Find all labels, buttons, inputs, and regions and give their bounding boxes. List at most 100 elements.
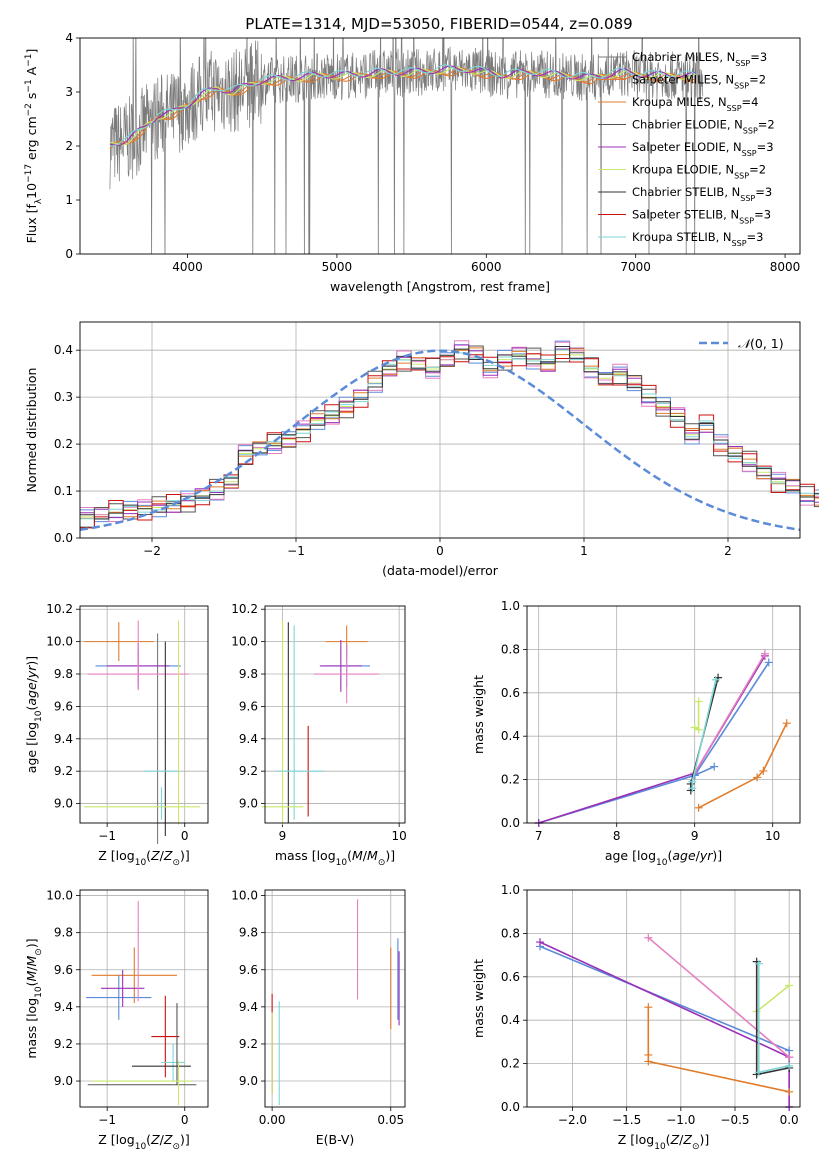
weight-point-marker	[536, 938, 544, 947]
y-tick-label: 9.0	[54, 1074, 73, 1088]
weight-point-marker	[785, 1053, 794, 1062]
x-axis-label: Z [log10(Z/Z⊙)]	[618, 1132, 710, 1152]
massweight_vs_age-marks	[534, 649, 791, 827]
legend-entry: Chabrier ELODIE, NSSP=2	[632, 118, 775, 136]
residuals-panel: −2 −1 0 1 2 0.0 0.1 0.2 0.3 0.4 (data-model)/error…	[24, 321, 819, 578]
x-tick-label: 7	[535, 829, 543, 843]
y-tick-label: 1.0	[501, 883, 520, 897]
x-axis-label: Z [log10(Z/Z⊙)]	[98, 1132, 190, 1152]
legend-entry: Salpeter STELIB, NSSP=3	[632, 208, 771, 226]
weight-point-marker	[753, 773, 762, 782]
legend-entry: 𝒩(0, 1)	[738, 336, 784, 351]
x-tick-label: −0.5	[720, 1113, 749, 1127]
y-tick-label: 9.8	[54, 667, 73, 681]
y-tick-label: 9.4	[239, 732, 258, 746]
mass_vs_ebv-panel: 0.00 0.05 9.0 9.2 9.4 9.6 9.8 10.0 E(B-V)	[231, 889, 406, 1147]
histogram-series	[80, 349, 819, 520]
y-tick-label: 0.3	[54, 390, 73, 404]
weight-series-line	[538, 655, 766, 824]
y-tick-label: 9.8	[54, 926, 73, 940]
histogram-series	[80, 344, 819, 519]
y-tick-label: 0.4	[501, 1013, 520, 1027]
y-tick-label: 0	[65, 247, 73, 261]
age_vs_mass-marks	[261, 620, 380, 825]
x-tick-label: 0	[181, 1113, 189, 1127]
y-tick-label: 9.8	[239, 667, 258, 681]
y-axis-label: mass weight	[471, 675, 486, 754]
x-tick-label: 7000	[620, 260, 651, 274]
y-tick-label: 10.0	[231, 635, 258, 649]
age_vs_Z-marks	[83, 620, 201, 845]
x-tick-label: 0	[436, 544, 444, 558]
weight-point-marker	[694, 725, 703, 734]
y-tick-label: 9.6	[54, 699, 73, 713]
massweight_vs_Z-panel: −2.0 −1.5 −1.0 −0.5 0.0 0.0 0.2 0.4 0.6 0.8 1.0 Z […	[471, 883, 801, 1152]
weight-point-marker	[644, 933, 653, 942]
weight-point-marker	[694, 803, 703, 812]
y-tick-label: 9.4	[239, 1000, 258, 1014]
weight-series-line	[647, 937, 790, 1058]
y-tick-label: 9.2	[239, 764, 258, 778]
weight-series-line	[694, 653, 766, 774]
x-axis-label: Z [log10(Z/Z⊙)]	[98, 848, 190, 868]
weight-point-marker	[782, 719, 791, 728]
x-axis-label: E(B-V)	[316, 1132, 355, 1147]
legend-entry: Chabrier MILES, NSSP=3	[632, 50, 767, 68]
x-tick-label: −1	[98, 829, 116, 843]
y-tick-label: 4	[65, 31, 73, 45]
x-tick-label: 0.0	[780, 1113, 799, 1127]
y-axis-label: mass [log10(M/M⊙)]	[24, 938, 44, 1058]
weight-point-marker	[711, 675, 720, 684]
residuals-marks	[79, 340, 819, 532]
weight-point-marker	[760, 649, 769, 658]
y-tick-label: 9.2	[54, 1037, 73, 1051]
figure-title: PLATE=1314, MJD=53050, FIBERID=0544, z=0…	[245, 15, 632, 33]
weight-point-marker	[690, 723, 699, 732]
y-tick-label: 0.2	[501, 1057, 520, 1071]
weight-series-line	[539, 945, 791, 1107]
y-tick-label: 10.0	[231, 889, 258, 903]
x-tick-label: 8	[613, 829, 621, 843]
weight-point-marker	[785, 1061, 794, 1070]
weight-series-line	[698, 722, 788, 809]
x-tick-label: 5000	[322, 260, 353, 274]
axes-frame	[526, 605, 801, 824]
y-tick-label: 0.2	[501, 773, 520, 787]
y-axis-label: Normed distribution	[24, 368, 39, 493]
axes-frame	[79, 889, 209, 1108]
y-tick-label: 0.0	[501, 1100, 520, 1114]
x-tick-label: 9	[279, 829, 287, 843]
x-axis-label: (data-model)/error	[382, 563, 499, 578]
x-tick-label: 0	[181, 829, 189, 843]
y-tick-label: 9.6	[239, 963, 258, 977]
x-tick-label: 4000	[172, 260, 203, 274]
x-tick-label: −1	[287, 544, 305, 558]
weight-point-marker	[759, 766, 768, 775]
weight-point-marker	[694, 697, 703, 706]
x-tick-label: 6000	[471, 260, 502, 274]
y-tick-label: 10.0	[46, 889, 73, 903]
x-tick-label: 0.00	[259, 1113, 286, 1127]
x-tick-label: 9	[691, 829, 699, 843]
x-tick-label: −1.5	[612, 1113, 641, 1127]
model-spectrum-line	[109, 67, 696, 146]
y-tick-label: 9.0	[239, 1074, 258, 1088]
y-tick-label: 9.6	[54, 963, 73, 977]
y-tick-label: 0.6	[501, 686, 520, 700]
x-axis-label: mass [log10(M/M⊙)]	[275, 848, 395, 868]
weight-point-marker	[686, 779, 695, 788]
y-tick-label: 1	[65, 193, 73, 207]
axes-frame	[79, 37, 801, 255]
x-tick-label: 10	[392, 829, 407, 843]
y-tick-label: 0.4	[54, 343, 73, 357]
x-tick-label: 1	[580, 544, 588, 558]
gaussian-curve	[79, 349, 801, 532]
weight-point-marker	[688, 777, 697, 786]
spectrum-marks	[109, 38, 704, 254]
weight-series-line	[538, 661, 770, 824]
y-tick-label: 9.6	[239, 699, 258, 713]
y-axis-label: Flux [fλ10−17 erg cm−2 s−1 A−1]	[24, 49, 44, 244]
x-tick-label: 0.05	[377, 1113, 404, 1127]
model-spectrum-line	[109, 64, 696, 147]
